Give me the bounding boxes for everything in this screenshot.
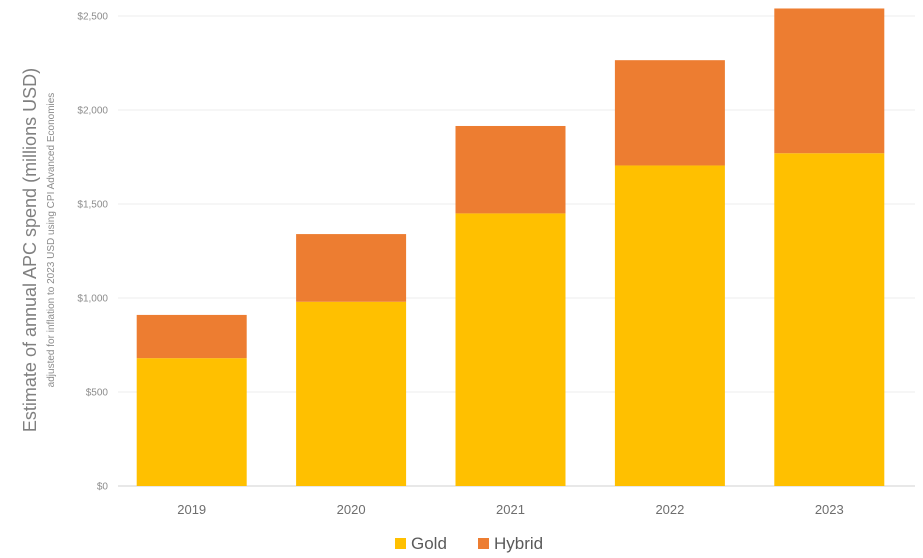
- bar-gold-2023: [774, 153, 885, 487]
- y-tick-label: $2,000: [77, 106, 108, 117]
- legend-label-gold: Gold: [411, 534, 447, 553]
- y-tick-label: $1,000: [77, 294, 108, 305]
- y-axis-sublabel: adjusted for inflation to 2023 USD using…: [46, 93, 57, 388]
- y-axis-label: Estimate of annual APC spend (millions U…: [20, 68, 40, 432]
- bar-hybrid-2020: [296, 234, 407, 302]
- y-tick-label: $2,500: [77, 12, 108, 23]
- y-axis-ticks: $0 $500 $1,000 $1,500 $2,000 $2,500: [77, 12, 108, 493]
- legend-swatch-gold: [395, 538, 406, 549]
- bar-gold-2021: [455, 213, 566, 486]
- bar-gold-2019: [136, 358, 247, 486]
- bars: [136, 8, 885, 487]
- legend-label-hybrid: Hybrid: [494, 534, 543, 553]
- x-tick-label: 2019: [177, 502, 206, 517]
- y-tick-label: $500: [86, 388, 109, 399]
- bar-gold-2022: [614, 165, 725, 486]
- x-tick-label: 2023: [815, 502, 844, 517]
- legend-swatch-hybrid: [478, 538, 489, 549]
- bar-hybrid-2023: [774, 8, 885, 154]
- x-axis-ticks: 2019 2020 2021 2022 2023: [177, 502, 844, 517]
- bar-hybrid-2022: [614, 60, 725, 166]
- x-tick-label: 2021: [496, 502, 525, 517]
- y-tick-label: $0: [97, 482, 109, 493]
- bar-hybrid-2021: [455, 125, 566, 214]
- x-tick-label: 2020: [337, 502, 366, 517]
- x-tick-label: 2022: [655, 502, 684, 517]
- legend: Gold Hybrid: [395, 534, 543, 553]
- y-tick-label: $1,500: [77, 200, 108, 211]
- bar-hybrid-2019: [136, 314, 247, 359]
- bar-gold-2020: [296, 301, 407, 486]
